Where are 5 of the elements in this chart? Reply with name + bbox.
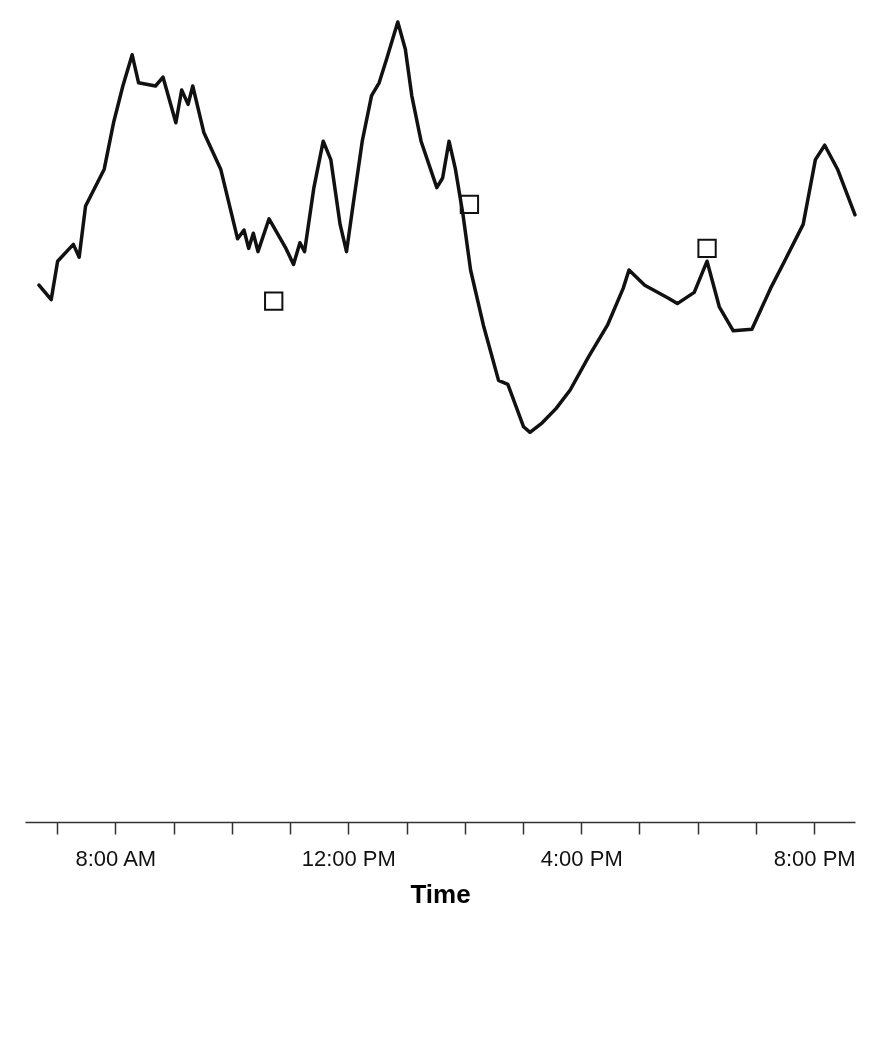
x-tick-label: 8:00 PM (773, 845, 856, 871)
x-tick-label: 4:00 PM (540, 845, 623, 871)
x-tick-label: 12:00 PM (301, 845, 396, 871)
x-tick-label: 8:00 AM (75, 845, 157, 871)
x-axis-title: Time (410, 878, 471, 909)
